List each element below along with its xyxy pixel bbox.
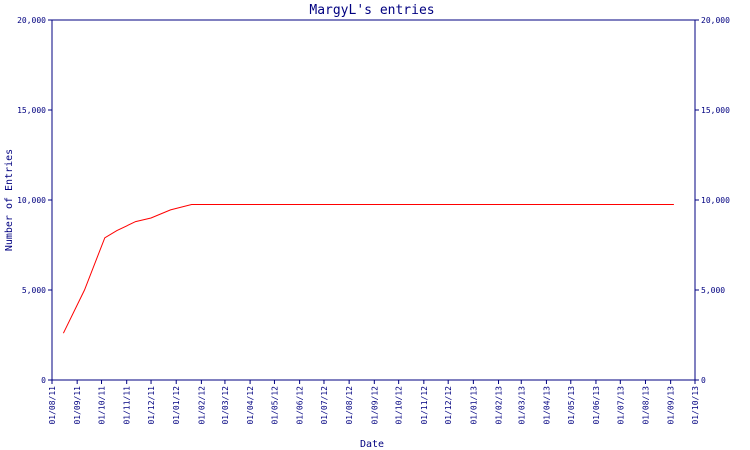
x-tick-label: 01/08/11: [48, 386, 57, 425]
y-axis-label: Number of Entries: [4, 149, 15, 251]
series-layer: [62, 204, 674, 334]
y-ticks-right: 0 5,000 10,000 15,000 20,000: [695, 16, 730, 385]
x-tick-label: 01/12/12: [444, 386, 453, 425]
x-tick-label: 01/11/11: [123, 386, 132, 425]
y-tick-label-right: 5,000: [701, 286, 725, 295]
plot-area: [51, 19, 696, 381]
y-ticks-left: 0 5,000 10,000 15,000 20,000: [17, 16, 52, 385]
x-tick-label: 01/02/12: [197, 386, 206, 425]
x-tick-label: 01/08/12: [345, 386, 354, 425]
x-tick-label: 01/07/13: [616, 386, 625, 425]
x-tick-label: 01/09/11: [73, 386, 82, 425]
y-tick-label-left: 5,000: [22, 286, 46, 295]
x-tick-label: 01/08/13: [641, 386, 650, 425]
x-axis-label: Date: [360, 439, 384, 450]
y-tick-label-left: 0: [41, 376, 46, 385]
x-tick-label: 01/03/12: [221, 386, 230, 425]
x-tick-label: 01/05/13: [567, 386, 576, 425]
x-tick-label: 01/02/13: [495, 386, 504, 425]
x-tick-label: 01/10/12: [395, 386, 404, 425]
x-tick-label: 01/09/12: [370, 386, 379, 425]
y-tick-label-right: 15,000: [701, 106, 730, 115]
y-tick-label-left: 20,000: [17, 16, 46, 25]
y-tick-label-right: 10,000: [701, 196, 730, 205]
x-tick-label: 01/07/12: [320, 386, 329, 425]
y-tick-label-left: 10,000: [17, 196, 46, 205]
x-tick-label: 01/05/12: [270, 386, 279, 425]
x-ticks: 01/08/11 01/09/11 01/10/11 01/11/11 01/12/11…: [48, 380, 700, 425]
x-tick-label: 01/10/11: [98, 386, 107, 425]
x-tick-label: 01/01/12: [172, 386, 181, 425]
x-tick-label: 01/04/12: [246, 386, 255, 425]
x-tick-label: 01/09/13: [667, 386, 676, 425]
y-tick-label-right: 0: [701, 376, 706, 385]
x-tick-label: 01/04/13: [542, 386, 551, 425]
y-tick-label-right: 20,000: [701, 16, 730, 25]
chart-title: MargyL's entries: [309, 3, 434, 18]
x-tick-label: 01/06/13: [592, 386, 601, 425]
series-line: [62, 204, 674, 334]
y-tick-label-left: 15,000: [17, 106, 46, 115]
x-tick-label: 01/03/13: [517, 386, 526, 425]
x-tick-label: 01/06/12: [296, 386, 305, 425]
x-tick-label: 01/01/13: [469, 386, 478, 425]
x-tick-label: 01/10/13: [691, 386, 700, 425]
x-tick-label: 01/12/11: [147, 386, 156, 425]
x-tick-label: 01/11/12: [420, 386, 429, 425]
